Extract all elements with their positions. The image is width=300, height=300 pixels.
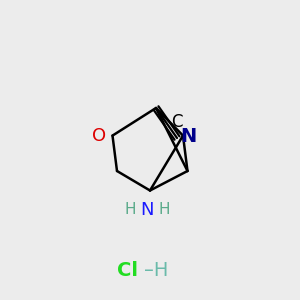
Text: N: N [180,127,196,146]
Text: O: O [92,127,106,145]
Text: N: N [140,201,154,219]
Text: –H: –H [144,260,168,280]
Text: H: H [125,202,136,217]
Text: C: C [171,113,182,131]
Text: H: H [159,202,170,217]
Text: Cl: Cl [117,260,138,280]
